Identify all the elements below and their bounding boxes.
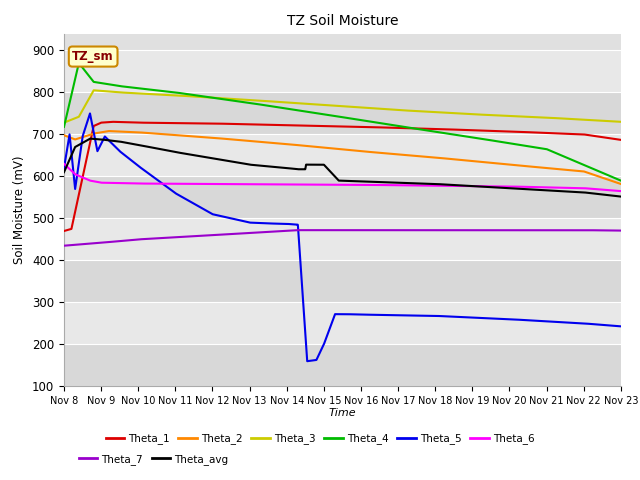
Legend: Theta_1, Theta_2, Theta_3, Theta_4, Theta_5, Theta_6: Theta_1, Theta_2, Theta_3, Theta_4, Thet… [101,429,539,448]
Bar [64,302,621,345]
Bar [64,218,621,260]
Bar [64,260,621,302]
Legend: Theta_7, Theta_avg: Theta_7, Theta_avg [74,450,233,469]
Bar [64,92,621,134]
Bar [64,134,621,176]
Bar [64,50,621,92]
X-axis label: Time: Time [328,408,356,418]
Bar [64,345,621,386]
Title: TZ Soil Moisture: TZ Soil Moisture [287,14,398,28]
Text: TZ_sm: TZ_sm [72,50,114,63]
Y-axis label: Soil Moisture (mV): Soil Moisture (mV) [13,156,26,264]
Bar [64,176,621,218]
